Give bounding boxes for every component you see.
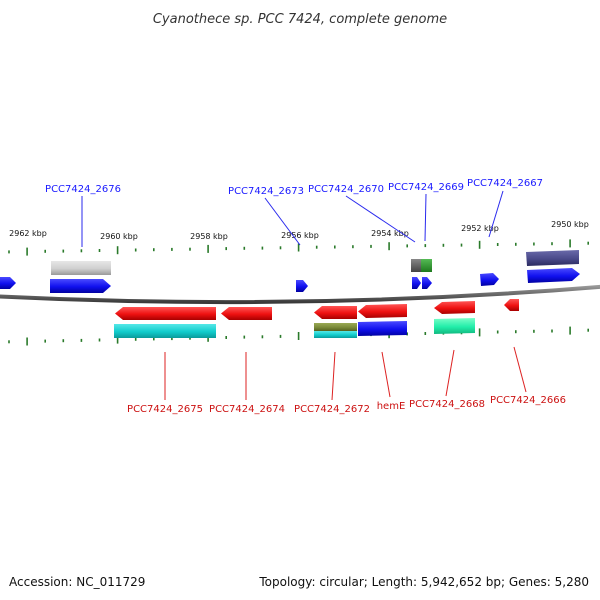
gene-arrow — [296, 280, 308, 292]
scale-label: 2956 kbp — [281, 231, 319, 240]
gene-arrow — [115, 307, 216, 320]
gene-arrow — [411, 259, 421, 272]
gene-arrow — [422, 277, 432, 289]
leader-lines-top — [81, 190, 504, 247]
gene-arrow — [114, 324, 216, 338]
reverse-features — [114, 299, 519, 338]
gene-arrow — [504, 299, 519, 311]
gene-label[interactable]: hemE — [377, 401, 406, 412]
gene-label[interactable]: PCC7424_2676 — [45, 184, 121, 195]
gene-label[interactable]: PCC7424_2670 — [308, 184, 384, 195]
scale-labels: 2962 kbp 2960 kbp 2958 kbp 2956 kbp 2954… — [9, 220, 589, 241]
leader-lines-bottom — [164, 346, 527, 401]
gene-arrow — [526, 250, 579, 266]
scale-label: 2952 kbp — [461, 224, 499, 233]
gene-arrow — [314, 306, 357, 319]
gene-label[interactable]: PCC7424_2675 — [127, 404, 203, 415]
gene-label[interactable]: PCC7424_2674 — [209, 404, 285, 415]
bottom-gene-labels: PCC7424_2675 PCC7424_2674 PCC7424_2672 h… — [127, 395, 566, 415]
gene-label[interactable]: PCC7424_2673 — [228, 186, 304, 197]
genome-backbone — [0, 284, 600, 305]
scale-label: 2960 kbp — [100, 232, 138, 241]
gene-arrow — [221, 307, 272, 320]
scale-label: 2950 kbp — [551, 220, 589, 229]
scale-label: 2958 kbp — [190, 232, 228, 241]
gene-arrow — [412, 277, 421, 289]
top-gene-labels: PCC7424_2676 PCC7424_2673 PCC7424_2670 P… — [45, 178, 543, 197]
gene-arrow — [314, 323, 357, 331]
gene-arrow — [434, 318, 475, 334]
gene-arrow — [314, 331, 357, 338]
tick-row-top — [8, 239, 590, 256]
accession-text: Accession: NC_011729 — [9, 575, 145, 589]
gene-arrow — [358, 304, 407, 318]
gene-arrow — [50, 279, 111, 293]
gene-arrow — [480, 273, 499, 286]
gene-label[interactable]: PCC7424_2667 — [467, 178, 543, 189]
genome-summary-text: Topology: circular; Length: 5,942,652 bp… — [258, 575, 589, 589]
gene-arrow — [0, 277, 16, 289]
forward-features — [0, 250, 580, 293]
tick-row-bottom — [8, 326, 590, 346]
genome-title: Cyanothece sp. PCC 7424, complete genome — [153, 12, 447, 27]
gene-arrow — [527, 268, 580, 283]
gene-label[interactable]: PCC7424_2672 — [294, 404, 370, 415]
scale-label: 2954 kbp — [371, 229, 409, 238]
gene-arrow — [434, 301, 475, 314]
gene-arrow — [358, 321, 407, 336]
scale-label: 2962 kbp — [9, 229, 47, 238]
gene-label[interactable]: PCC7424_2669 — [388, 182, 464, 193]
gene-label[interactable]: PCC7424_2668 — [409, 399, 485, 410]
gene-arrow — [51, 261, 111, 275]
gene-arrow — [421, 259, 432, 272]
gene-label[interactable]: PCC7424_2666 — [490, 395, 566, 406]
